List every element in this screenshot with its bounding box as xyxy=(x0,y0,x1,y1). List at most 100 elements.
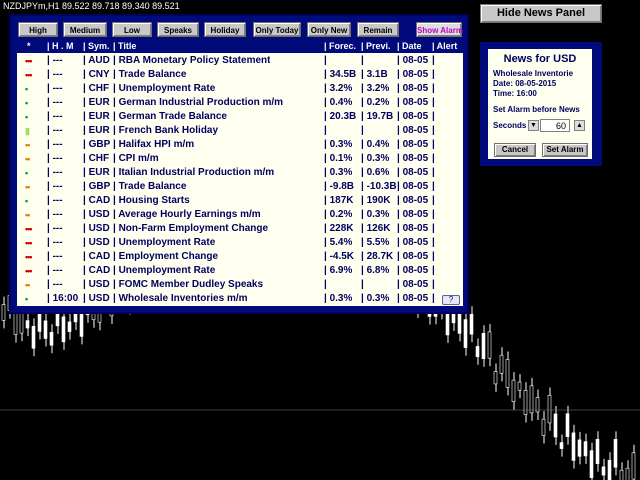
candle-body xyxy=(571,432,576,461)
table-row[interactable]: • | 16:00 | USD | Wholesale Inventories m/m… xyxy=(17,292,463,306)
row-title: | German Industrial Production m/m xyxy=(113,97,284,108)
row-title: | Unemployment Rate xyxy=(113,237,216,248)
seconds-increment-icon[interactable]: ▲ xyxy=(574,120,585,131)
table-row[interactable]: • | --- | CAD | Housing Starts | 187K | 190K |… xyxy=(17,194,463,208)
usd-news-panel: News for USD Wholesale Inventorie Date: … xyxy=(480,42,602,166)
col-importance[interactable]: * xyxy=(27,41,31,51)
candle-body xyxy=(529,385,534,414)
candle-body xyxy=(517,381,522,391)
col-alert[interactable]: | Alert xyxy=(432,41,458,51)
candle-body xyxy=(565,413,570,437)
row-previous: | 126K xyxy=(361,223,391,234)
row-title: | Halifax HPI m/m xyxy=(113,139,195,150)
row-forecast: | 0.3% xyxy=(324,139,353,150)
row-previous: | 5.5% xyxy=(361,237,390,248)
row-date: | 08-05 xyxy=(397,223,429,234)
show-alarm-button[interactable]: Show Alarm xyxy=(416,22,463,37)
row-forecast: | 187K xyxy=(324,195,354,206)
row-alert: | xyxy=(432,153,435,164)
table-row[interactable]: ••• | --- | AUD | RBA Monetary Policy State… xyxy=(17,54,463,68)
table-row[interactable]: ••• | --- | USD | Unemployment Rate | 5.4% | … xyxy=(17,236,463,250)
set-alarm-button[interactable]: Set Alarm xyxy=(542,143,588,157)
row-title: | Unemployment Rate xyxy=(113,83,216,94)
filter-bar: High Medium Low Speaks Holiday Only Toda… xyxy=(11,16,467,42)
table-row[interactable]: ••• | --- | CNY | Trade Balance | 34.5B | 3.1… xyxy=(17,68,463,82)
chart-symbol-label: NZDJPYm,H1 89.522 89.718 89.340 89.521 xyxy=(3,1,180,11)
candle-body xyxy=(547,395,552,424)
row-alert: | xyxy=(432,195,435,206)
col-date[interactable]: | Date xyxy=(397,41,422,51)
row-title: | French Bank Holiday xyxy=(113,125,219,136)
row-time: | --- xyxy=(47,195,63,206)
row-alert: | xyxy=(432,293,435,304)
filter-speaks-button[interactable]: Speaks xyxy=(157,22,199,37)
col-forecast[interactable]: | Forec. xyxy=(324,41,357,51)
table-header: * | H . M | Sym. | Title | Forec. | Prev… xyxy=(17,40,463,53)
table-row[interactable]: • | --- | CHF | Unemployment Rate | 3.2% | 3.… xyxy=(17,82,463,96)
col-time[interactable]: | H . M xyxy=(47,41,74,51)
candle-body xyxy=(625,467,630,480)
table-row[interactable]: ••• | --- | CAD | Employment Change | -4.5K |… xyxy=(17,250,463,264)
row-time: | --- xyxy=(47,139,63,150)
importance-indicator: • xyxy=(25,196,28,206)
help-icon[interactable]: ? xyxy=(442,295,460,305)
row-date: | 08-05 xyxy=(397,293,429,304)
importance-indicator: ••• xyxy=(25,266,33,276)
col-title[interactable]: | Title xyxy=(113,41,137,51)
row-title: | Unemployment Rate xyxy=(113,265,216,276)
candle-body xyxy=(595,438,600,464)
row-time: | --- xyxy=(47,55,63,66)
filter-medium-button[interactable]: Medium xyxy=(63,22,107,37)
row-symbol: | EUR xyxy=(83,125,110,136)
row-title: | CPI m/m xyxy=(113,153,159,164)
row-time: | --- xyxy=(47,167,63,178)
table-row[interactable]: •• | --- | GBP | Trade Balance | -9.8B | -10.… xyxy=(17,180,463,194)
table-row[interactable]: ▮ | --- | EUR | French Bank Holiday | | | 08-0… xyxy=(17,124,463,138)
row-symbol: | USD xyxy=(83,279,110,290)
table-row[interactable]: • | --- | EUR | German Trade Balance | 20.3B… xyxy=(17,110,463,124)
candle-body xyxy=(457,313,462,334)
filter-high-button[interactable]: High xyxy=(18,22,58,37)
table-row[interactable]: •• | --- | USD | FOMC Member Dudley Speaks |… xyxy=(17,278,463,292)
row-alert: | xyxy=(432,251,435,262)
only-today-button[interactable]: Only Today xyxy=(253,22,301,37)
row-forecast: | xyxy=(324,279,327,290)
candle-body xyxy=(559,442,564,449)
row-previous: | 3.2% xyxy=(361,83,390,94)
candle-body xyxy=(577,439,582,457)
col-symbol[interactable]: | Sym. xyxy=(83,41,110,51)
candle-body xyxy=(475,346,480,358)
candle-body xyxy=(481,333,486,360)
row-date: | 08-05 xyxy=(397,265,429,276)
filter-holiday-button[interactable]: Holiday xyxy=(204,22,246,37)
cancel-button[interactable]: Cancel xyxy=(494,143,536,157)
table-row[interactable]: ••• | --- | CAD | Unemployment Rate | 6.9% | … xyxy=(17,264,463,278)
table-row[interactable]: • | --- | EUR | Italian Industrial Producti… xyxy=(17,166,463,180)
table-row[interactable]: ••• | --- | USD | Non-Farm Employment Chang… xyxy=(17,222,463,236)
filter-low-button[interactable]: Low xyxy=(112,22,152,37)
row-symbol: | USD xyxy=(83,237,110,248)
candle-body xyxy=(553,413,558,438)
news-table: * | H . M | Sym. | Title | Forec. | Prev… xyxy=(17,40,463,306)
col-previous[interactable]: | Previ. xyxy=(361,41,391,51)
seconds-decrement-icon[interactable]: ▼ xyxy=(528,120,539,131)
row-date: | 08-05 xyxy=(397,209,429,220)
table-row[interactable]: • | --- | EUR | German Industrial Productio… xyxy=(17,96,463,110)
row-title: | Italian Industrial Production m/m xyxy=(113,167,275,178)
hide-news-panel-button[interactable]: Hide News Panel xyxy=(480,4,602,23)
row-symbol: | EUR xyxy=(83,167,110,178)
row-title: | Housing Starts xyxy=(113,195,190,206)
only-new-button[interactable]: Only New xyxy=(307,22,351,37)
seconds-input[interactable] xyxy=(540,119,570,132)
row-time: | --- xyxy=(47,237,63,248)
table-row[interactable]: •• | --- | USD | Average Hourly Earnings m/… xyxy=(17,208,463,222)
table-row[interactable]: •• | --- | CHF | CPI m/m | 0.1% | 0.3% | 08-05… xyxy=(17,152,463,166)
remain-button[interactable]: Remain xyxy=(357,22,399,37)
candle-body xyxy=(463,319,468,348)
row-forecast: | xyxy=(324,125,327,136)
row-symbol: | GBP xyxy=(83,181,111,192)
row-alert: | xyxy=(432,97,435,108)
importance-indicator: ••• xyxy=(25,252,33,262)
table-row[interactable]: •• | --- | GBP | Halifax HPI m/m | 0.3% | 0.4… xyxy=(17,138,463,152)
candle-body xyxy=(493,371,498,385)
